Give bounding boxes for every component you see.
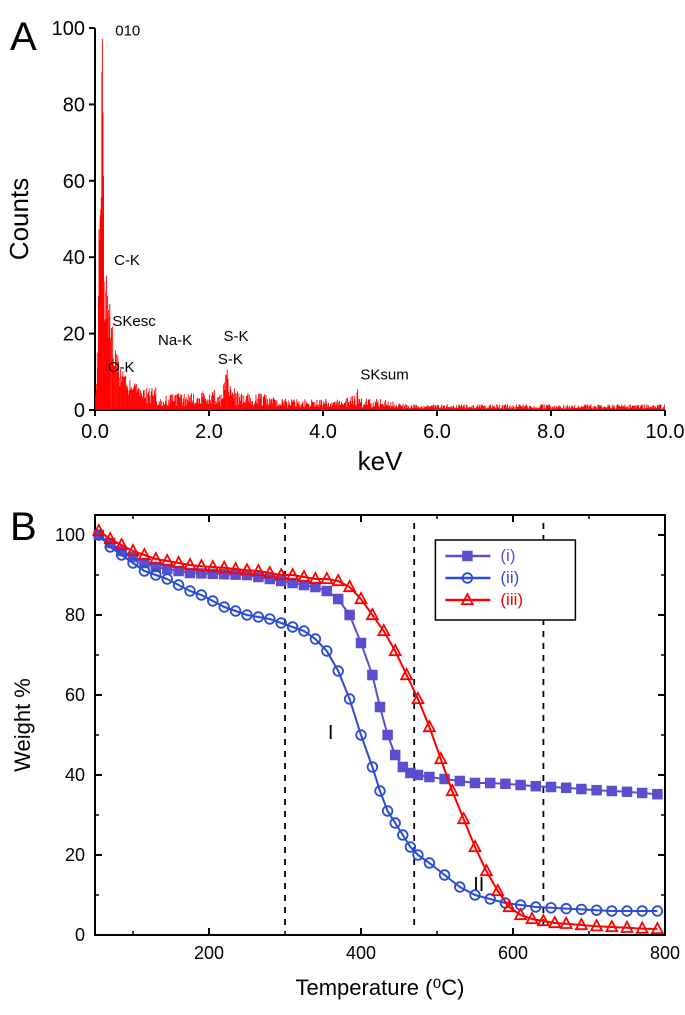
svg-text:800: 800 (650, 943, 680, 963)
svg-text:(iii): (iii) (500, 590, 523, 609)
svg-text:20: 20 (63, 324, 85, 346)
svg-text:(ii): (ii) (500, 568, 519, 587)
svg-text:2.0: 2.0 (195, 421, 223, 443)
figure: A B 0204060801000.02.04.06.08.010.0Count… (0, 0, 685, 1015)
svg-text:400: 400 (346, 943, 376, 963)
svg-text:60: 60 (65, 685, 85, 705)
svg-text:80: 80 (63, 94, 85, 116)
svg-text:40: 40 (65, 765, 85, 785)
svg-text:40: 40 (63, 247, 85, 269)
svg-text:010: 010 (115, 23, 140, 40)
svg-text:100: 100 (55, 525, 85, 545)
panel-b-chart: 0 20 40 60 80 100 200 400 600 800 Weight % Temperat… (0, 485, 685, 1015)
svg-text:keV: keV (358, 446, 403, 476)
svg-text:600: 600 (498, 943, 528, 963)
svg-text:O-K: O-K (108, 359, 135, 376)
svg-text:4.0: 4.0 (309, 421, 337, 443)
panel-a-chart: 0 20 40 60 80 100 0.0 2.0 4.0 6.0 8.0 10.0 Counts keV… (0, 0, 685, 485)
svg-text:SKsum: SKsum (360, 366, 408, 383)
svg-text:60: 60 (63, 171, 85, 193)
svg-text:0: 0 (74, 400, 85, 422)
svg-text:Counts: Counts (4, 178, 34, 260)
svg-text:C-K: C-K (114, 252, 140, 269)
svg-text:8.0: 8.0 (537, 421, 565, 443)
svg-text:0.0: 0.0 (81, 421, 109, 443)
svg-text:6.0: 6.0 (423, 421, 451, 443)
svg-text:Na-K: Na-K (158, 332, 192, 349)
svg-text:SKesc: SKesc (112, 313, 156, 330)
svg-text:20: 20 (65, 845, 85, 865)
svg-text:0: 0 (75, 925, 85, 945)
svg-text:(i): (i) (500, 546, 515, 565)
svg-text:Weight %: Weight % (10, 678, 35, 772)
svg-text:I: I (328, 722, 334, 744)
svg-text:S-K: S-K (224, 328, 249, 345)
svg-text:200: 200 (194, 943, 224, 963)
svg-text:Temperature (⁰C): Temperature (⁰C) (296, 975, 465, 1000)
svg-text:80: 80 (65, 605, 85, 625)
svg-text:10.0: 10.0 (646, 421, 685, 443)
svg-text:S-K: S-K (218, 351, 243, 368)
svg-text:100: 100 (52, 18, 85, 40)
